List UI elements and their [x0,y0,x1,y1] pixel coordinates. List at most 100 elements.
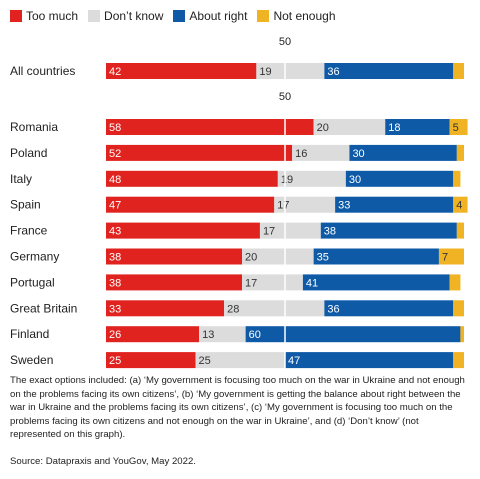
reference-label-50: 50 [279,36,291,48]
bar-all-countries-too-much [106,63,257,79]
data-label: 25 [109,355,121,367]
data-label: 13 [202,329,214,341]
bar-spain-don-t-know [274,196,336,213]
category-label-all-countries: All countries [10,64,75,78]
bar-romania-not-enough [449,119,468,135]
category-label-romania: Romania [10,120,58,134]
bar-italy-not-enough [453,170,461,187]
legend-label-about-right: About right [189,9,248,23]
bar-all-countries-about-right [324,63,454,79]
data-label: 33 [109,303,121,315]
data-label: 43 [109,226,121,238]
bar-spain-too-much [106,196,275,213]
bar-france-too-much [106,222,260,239]
bar-france-about-right [320,222,457,239]
legend-swatch-dont-know [88,10,101,22]
legend-item-too-much: Too much [10,9,78,23]
data-label: 41 [306,277,318,289]
category-label-spain: Spain [10,198,41,212]
bar-finland-don-t-know [199,326,246,343]
bar-poland-not-enough [456,144,464,161]
bar-all-countries-not-enough [453,63,464,79]
bar-italy-too-much [106,170,278,187]
data-label: 42 [109,66,121,78]
bar-great-britain-about-right [324,300,454,317]
source-note: Source: Datapraxis and YouGov, May 2022. [10,456,196,467]
legend-item-about-right: About right [173,9,247,23]
legend-item-not-enough: Not enough [257,9,336,23]
legend-label-dont-know: Don’t know [104,9,164,23]
data-label: 25 [199,355,211,367]
data-label: 20 [317,122,329,134]
bar-portugal-about-right [302,274,450,291]
stacked-bar-chart: 50 All countries 42 19 36 50 Romania 58 20 18 5 Pol… [10,36,468,370]
data-label: 18 [388,122,400,134]
category-label-poland: Poland [10,146,47,160]
bar-france-don-t-know [259,222,321,239]
data-label: 47 [288,355,300,367]
bar-germany-about-right [313,248,439,265]
data-label: 30 [349,174,361,186]
data-label: 16 [295,148,307,160]
data-label: 36 [327,66,339,78]
data-label: 47 [109,200,121,212]
category-label-sweden: Sweden [10,353,53,367]
bar-italy-about-right [345,170,454,187]
legend-label-not-enough: Not enough [273,9,336,23]
data-label: 58 [109,122,121,134]
data-label: 38 [109,277,121,289]
legend: Too much Don’t know About right Not enou… [10,9,346,23]
legend-swatch-too-much [10,10,22,22]
bar-poland-about-right [349,144,457,161]
bar-germany-don-t-know [242,248,314,265]
data-label: 38 [109,252,121,264]
footnote: The exact options included: (a) ‘My gove… [10,375,465,441]
data-label: 26 [109,329,121,341]
bar-sweden-about-right [285,352,454,369]
data-label: 17 [245,277,257,289]
bar-great-britain-too-much [106,300,225,317]
bar-spain-about-right [335,196,454,213]
bar-germany-too-much [106,248,243,265]
data-label: 28 [227,303,239,315]
data-label: 5 [453,122,459,134]
bar-sweden-not-enough [453,352,464,369]
bar-all-countries-don-t-know [256,63,325,79]
data-label: 52 [109,148,121,160]
data-label: 7 [442,252,448,264]
bar-spain-not-enough [453,196,468,213]
bar-finland-about-right [245,326,461,343]
bar-romania-don-t-know [313,119,386,135]
category-label-france: France [10,224,48,238]
data-label: 20 [245,252,257,264]
bar-great-britain-not-enough [453,300,464,317]
reference-label-50: 50 [279,91,291,103]
bar-portugal-too-much [106,274,243,291]
data-label: 30 [352,148,364,160]
bar-sweden-don-t-know [195,352,285,369]
category-label-portugal: Portugal [10,275,55,289]
bar-poland-don-t-know [292,144,350,161]
legend-swatch-about-right [173,10,186,22]
data-label: 33 [338,200,350,212]
bar-poland-too-much [106,144,293,161]
data-label: 60 [249,329,261,341]
legend-label-too-much: Too much [26,9,79,23]
bar-germany-not-enough [438,248,464,265]
bar-italy-don-t-know [277,170,346,187]
bar-romania-too-much [106,119,314,135]
data-label: 19 [281,174,293,186]
bar-great-britain-don-t-know [224,300,325,317]
data-label: 19 [259,66,271,78]
data-label: 36 [327,303,339,315]
category-label-finland: Finland [10,327,49,341]
bar-france-not-enough [456,222,464,239]
legend-swatch-not-enough [257,10,270,22]
data-label: 38 [324,226,336,238]
data-label: 4 [456,200,462,212]
category-label-italy: Italy [10,172,32,186]
data-label: 35 [317,252,329,264]
legend-item-dont-know: Don’t know [88,9,163,23]
bar-portugal-don-t-know [242,274,303,291]
bar-finland-too-much [106,326,200,343]
